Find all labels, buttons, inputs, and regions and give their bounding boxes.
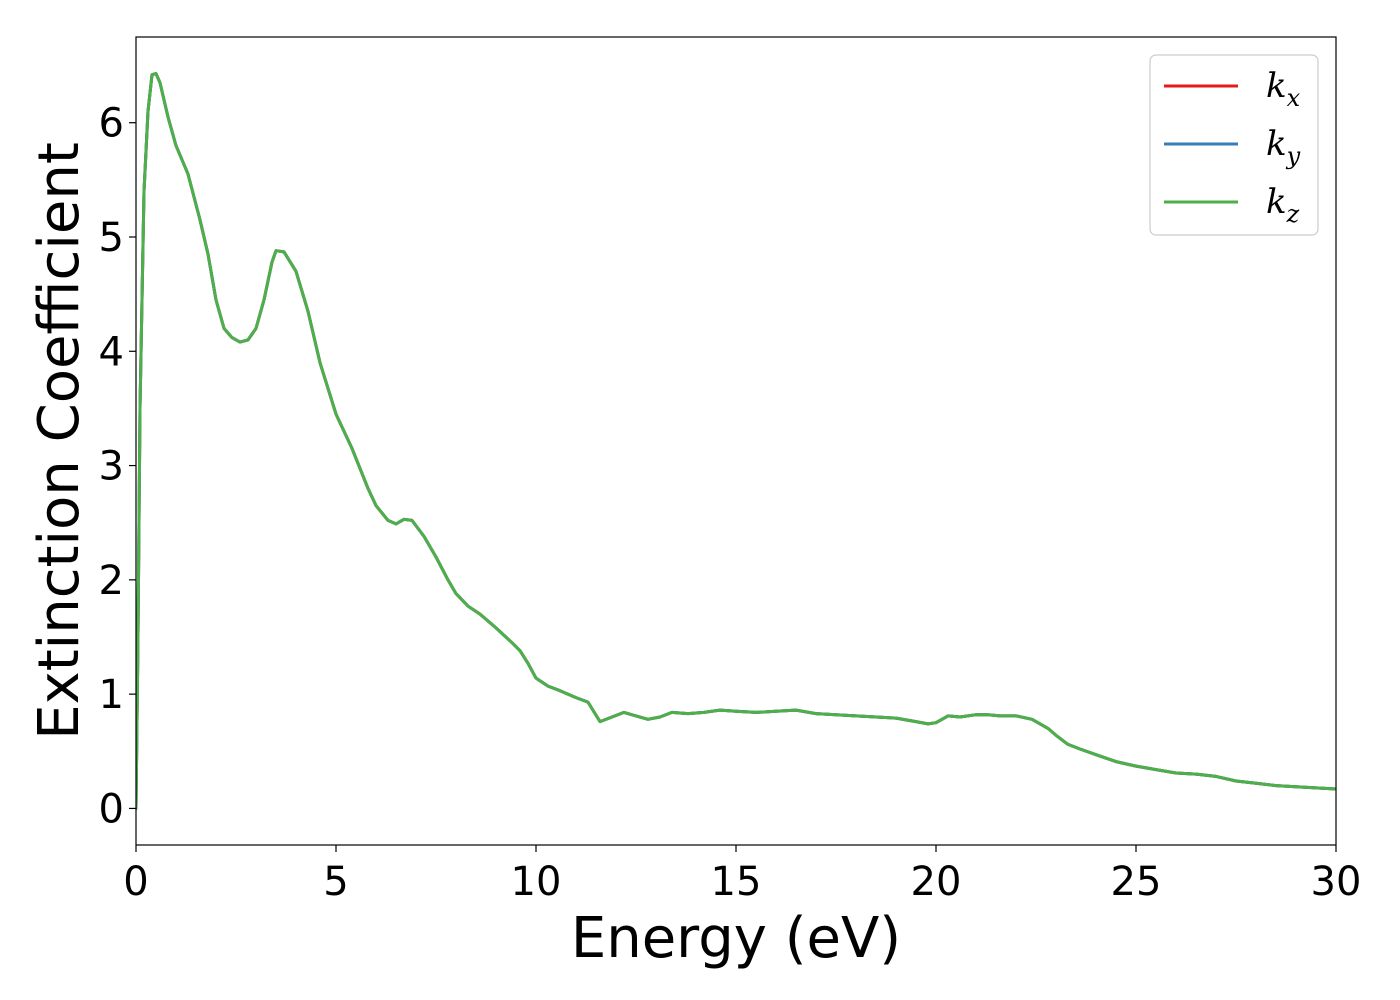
legend-label-z: kz [1266,182,1300,228]
y-tick-label: 0 [99,786,124,832]
series-layer [136,72,1336,810]
y-tick-label: 4 [99,329,124,375]
y-tick-label: 5 [99,215,124,261]
legend: kx ky kz [1149,54,1319,236]
x-tick-label: 30 [1311,859,1362,905]
x-tick-label: 0 [123,859,148,905]
x-tick-label: 5 [323,859,348,905]
x-tick-label: 15 [711,859,762,905]
y-tick-label: 3 [99,444,124,490]
x-tick-label: 20 [911,859,962,905]
x-axis-label: Energy (eV) [571,906,901,971]
legend-label-y: ky [1266,124,1301,170]
x-tick-label: 10 [511,859,562,905]
y-tick-label: 6 [99,101,124,147]
y-tick-label: 1 [99,672,124,718]
y-axis-ticks: 0 1 2 3 4 5 6 [99,101,136,832]
y-tick-label: 2 [99,558,124,604]
x-tick-label: 25 [1111,859,1162,905]
legend-label-x: kx [1266,66,1301,112]
y-axis-label: Extinction Coefficient [27,142,92,740]
series-line-z [136,72,1336,810]
x-axis-ticks: 0 5 10 15 20 25 30 [123,845,1361,905]
